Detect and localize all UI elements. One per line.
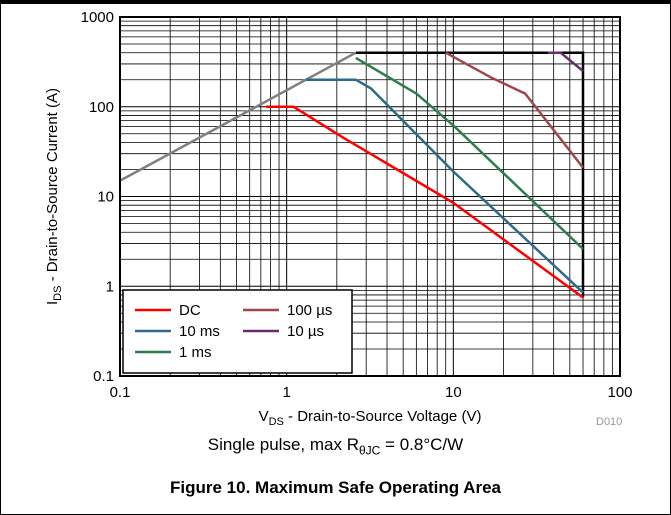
- note-subscript: θJC: [358, 443, 381, 458]
- y-tick-label: 1000: [81, 9, 114, 26]
- chart-note: Single pulse, max RθJC = 0.8°C/W: [0, 435, 671, 457]
- y-tick-label: 10: [97, 189, 114, 206]
- y-axis-label: IDS - Drain-to-Source Current (A): [44, 88, 64, 305]
- legend-label: 100 µs: [287, 302, 332, 319]
- y-tick-label: 100: [89, 99, 114, 116]
- legend-label: 1 ms: [179, 344, 212, 361]
- chart-curves: [119, 51, 585, 299]
- plot-border: [119, 16, 621, 377]
- figure-code: D010: [596, 416, 623, 428]
- legend-label: 10 µs: [287, 323, 324, 340]
- y-tick-label: 1: [106, 278, 114, 295]
- legend-label: DC: [179, 302, 201, 319]
- note-suffix: = 0.8°C/W: [380, 435, 464, 454]
- figure-caption: Figure 10. Maximum Safe Operating Area: [170, 478, 501, 497]
- legend-label: 10 ms: [179, 323, 220, 340]
- limit-line-0: [119, 51, 357, 182]
- x-tick-label: 0.1: [110, 384, 131, 401]
- note-prefix: Single pulse, max R: [207, 435, 359, 454]
- limit-line-1: [355, 51, 585, 298]
- x-tick-label: 1: [282, 384, 290, 401]
- series-line-3: [445, 51, 584, 169]
- y-tick-label: 0.1: [93, 368, 114, 385]
- series-line-2: [355, 56, 584, 250]
- x-tick-label: 100: [607, 384, 632, 401]
- tick-labels: 0.1 1 10 100 0.1 1 10 100 1000: [81, 9, 633, 401]
- x-tick-label: 10: [445, 384, 462, 401]
- series-line-1: [305, 78, 584, 294]
- x-axis-label: VDS - Drain-to-Source Voltage (V): [259, 408, 482, 428]
- series-line-4: [548, 51, 584, 72]
- legend: DC 10 ms 1 ms 100 µs 10 µs: [122, 289, 353, 374]
- series-line-0: [265, 105, 584, 299]
